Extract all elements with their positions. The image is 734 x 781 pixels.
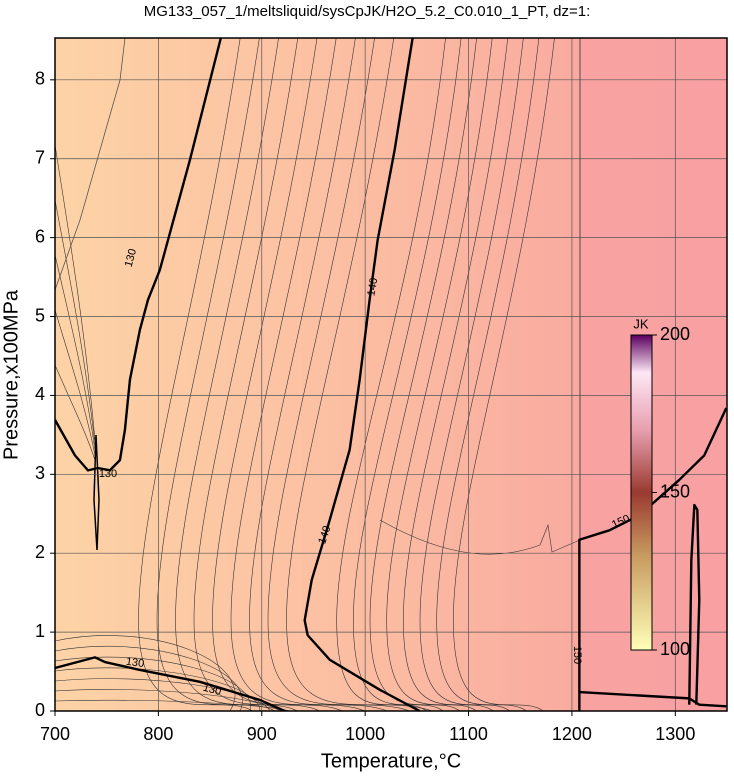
- minor-contour: [55, 38, 126, 291]
- contour-line: [55, 656, 286, 711]
- contour-line: [55, 38, 222, 472]
- y-tick-label: 4: [35, 384, 45, 404]
- x-tick-label: 700: [40, 724, 70, 744]
- minor-contour: [138, 38, 253, 711]
- colorbar: JK 100 150 200: [630, 316, 690, 659]
- y-tick-label: 5: [35, 305, 45, 325]
- minor-contour: [156, 38, 276, 711]
- x-tick-label: 1200: [552, 724, 592, 744]
- x-tick-label: 1000: [345, 724, 385, 744]
- contour-label: 130: [125, 656, 145, 670]
- contour-label: 130: [123, 248, 139, 269]
- x-tick-label: 1300: [655, 724, 695, 744]
- minor-contour: [419, 38, 524, 711]
- minor-contour: [453, 38, 555, 711]
- y-tick-label: 3: [35, 463, 45, 483]
- colorbar-tick-label: 100: [660, 639, 690, 659]
- minor-contour: [267, 38, 411, 711]
- minor-contour: [369, 38, 477, 711]
- minor-contour: [286, 38, 433, 711]
- colorbar-scale: [630, 334, 653, 651]
- minor-contour: [55, 144, 96, 441]
- colorbar-label: JK: [633, 316, 649, 331]
- minor-contour: [55, 667, 261, 711]
- x-axis-label: Temperature,°C: [321, 750, 461, 772]
- minor-contour: [212, 38, 343, 711]
- minor-contour: [230, 38, 366, 711]
- minor-contour: [379, 519, 581, 555]
- contour-line: [303, 38, 421, 711]
- minor-contour: [353, 38, 462, 711]
- y-tick-label: 0: [35, 700, 45, 720]
- y-tick-label: 7: [35, 147, 45, 167]
- y-axis-label: Pressure,x100MPa: [0, 289, 22, 460]
- contour-label: 130: [202, 682, 223, 698]
- contour-label: 140: [316, 524, 333, 545]
- x-tick-label: 1100: [449, 724, 488, 744]
- y-tick-label: 1: [35, 621, 45, 641]
- y-tick-label: 2: [35, 542, 45, 562]
- minor-contour: [436, 38, 540, 711]
- x-tick-label: 900: [247, 724, 277, 744]
- chart-title: MG133_057_1/meltsliquid/sysCpJK/H2O_5.2_…: [144, 3, 591, 20]
- y-tick-label: 8: [35, 69, 45, 89]
- colorbar-tick-label: 200: [660, 324, 690, 344]
- contour-label: 140: [365, 277, 380, 297]
- plot-frame: [54, 37, 728, 712]
- plot-background: [55, 38, 727, 711]
- contour-label: 150: [571, 646, 583, 664]
- minor-contour: [55, 199, 96, 446]
- x-tick-label: 800: [143, 724, 173, 744]
- y-tick-label: 6: [35, 226, 45, 246]
- minor-contour: [193, 38, 321, 711]
- minor-contour: [55, 689, 281, 711]
- colorbar-tick-label: 150: [660, 481, 690, 501]
- minor-contour: [403, 38, 509, 711]
- minor-contour: [336, 38, 446, 711]
- minor-contour: [55, 364, 96, 461]
- minor-contour: [55, 254, 96, 451]
- minor-contour: [386, 38, 493, 711]
- minor-contour: [55, 309, 96, 456]
- contour-label: 130: [99, 468, 117, 480]
- major-contours: [55, 38, 727, 711]
- minor-contour: [249, 38, 388, 711]
- minor-contour: [93, 434, 100, 551]
